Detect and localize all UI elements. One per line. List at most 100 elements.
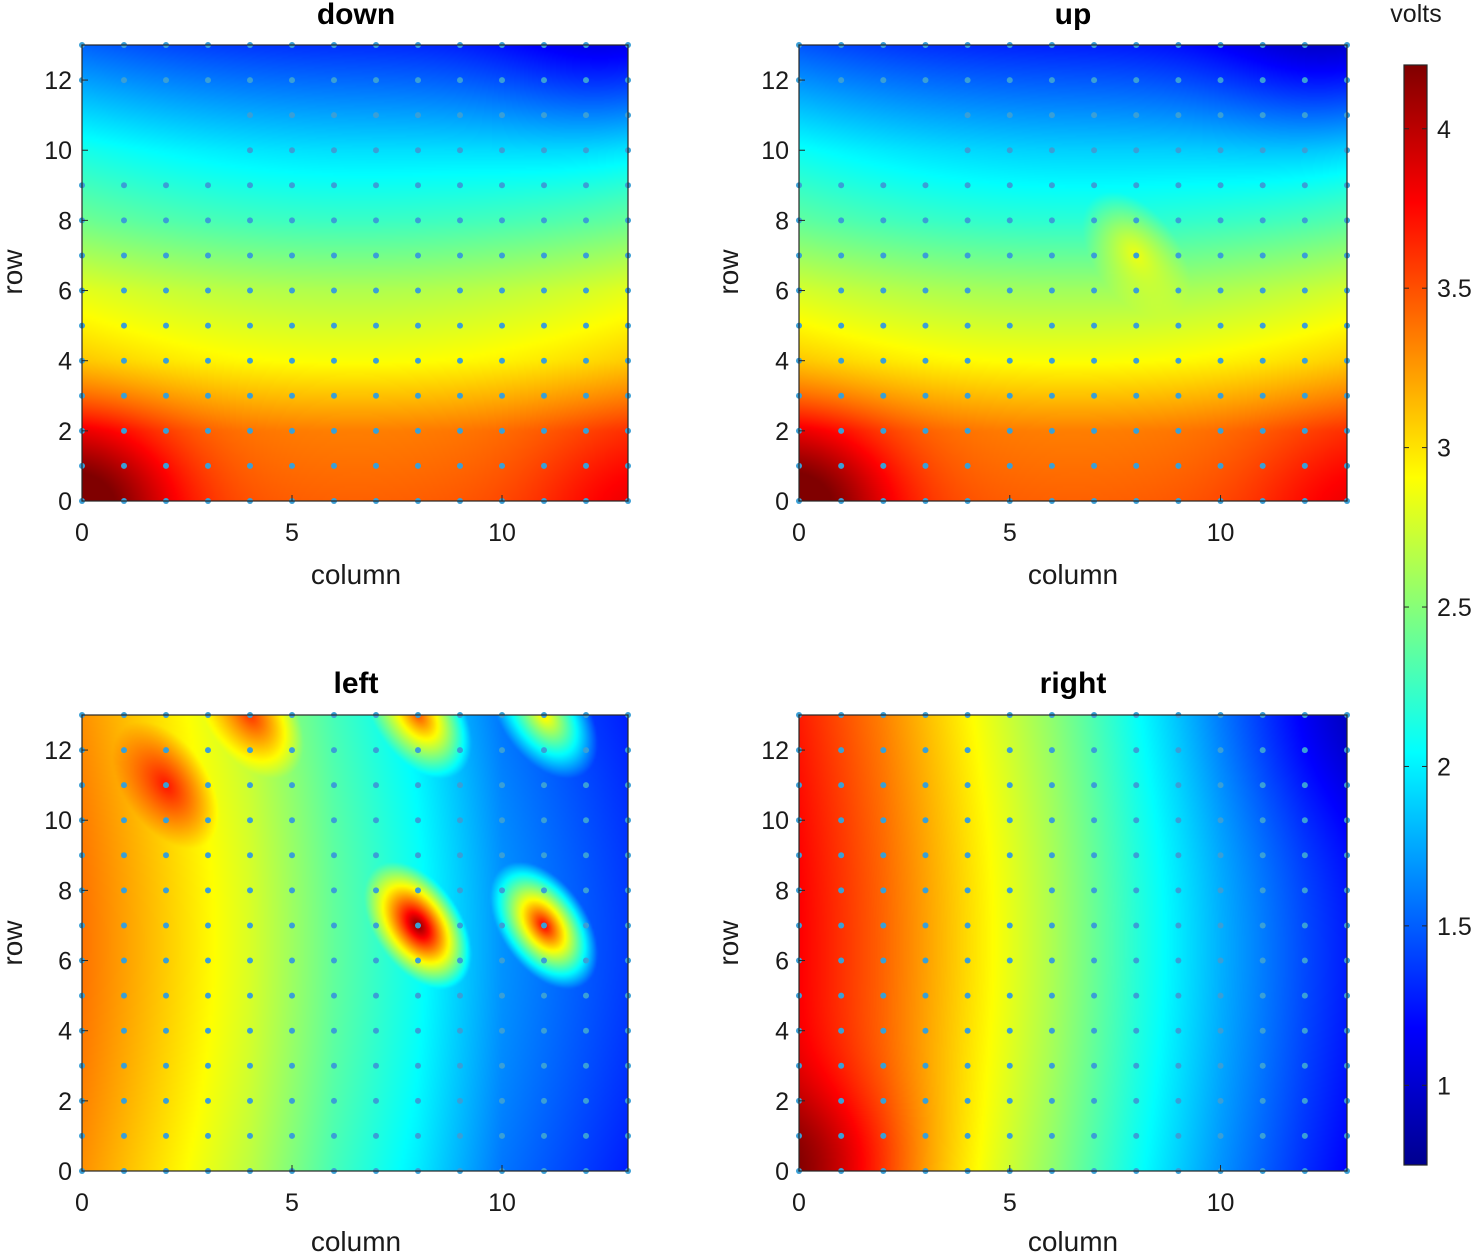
y-tick-label: 2 (775, 418, 789, 446)
grid-point (1217, 182, 1224, 189)
grid-point (121, 392, 127, 399)
panel-title: up (1055, 0, 1092, 31)
grid-point (205, 887, 211, 894)
grid-point (373, 147, 379, 154)
grid-point (247, 252, 253, 259)
grid-point (1175, 1097, 1182, 1104)
grid-point (331, 182, 337, 189)
grid-point (1006, 747, 1013, 754)
grid-point (415, 77, 421, 84)
grid-point (205, 852, 211, 859)
grid-point (205, 252, 211, 259)
grid-point (1217, 1062, 1224, 1069)
y-tick-label: 12 (761, 737, 789, 765)
grid-point (1091, 887, 1098, 894)
grid-point (964, 462, 971, 469)
grid-point (1259, 217, 1266, 224)
grid-point (247, 357, 253, 364)
grid-point (1048, 1062, 1055, 1069)
grid-point (331, 287, 337, 294)
grid-point (1091, 957, 1098, 964)
grid-point (1175, 1062, 1182, 1069)
grid-point (499, 957, 505, 964)
grid-point (583, 217, 589, 224)
grid-point (373, 817, 379, 824)
grid-point (331, 782, 337, 789)
grid-point (1175, 427, 1182, 434)
grid-point (1006, 427, 1013, 434)
grid-point (1175, 252, 1182, 259)
grid-point (1091, 782, 1098, 789)
y-tick-label: 10 (44, 807, 72, 835)
grid-point (1048, 147, 1055, 154)
grid-point (457, 357, 463, 364)
grid-point (1175, 357, 1182, 364)
grid-point (1091, 322, 1098, 329)
grid-point (1133, 1097, 1140, 1104)
grid-point (1091, 852, 1098, 859)
grid-point (1301, 1027, 1308, 1034)
grid-point (1175, 992, 1182, 999)
heatmap-surface (82, 715, 628, 1171)
grid-point (1048, 462, 1055, 469)
grid-point (373, 77, 379, 84)
grid-point (1091, 77, 1098, 84)
grid-point (247, 992, 253, 999)
grid-point (331, 817, 337, 824)
y-tick-label: 0 (775, 1158, 789, 1186)
grid-point (838, 747, 845, 754)
grid-point (838, 1027, 845, 1034)
grid-point (331, 1097, 337, 1104)
grid-point (1301, 392, 1308, 399)
y-tick-label: 10 (761, 807, 789, 835)
grid-point (880, 322, 887, 329)
grid-point (922, 462, 929, 469)
grid-point (499, 887, 505, 894)
grid-point (1301, 287, 1308, 294)
grid-point (964, 427, 971, 434)
grid-point (457, 817, 463, 824)
grid-point (121, 252, 127, 259)
grid-point (373, 1062, 379, 1069)
grid-point (205, 462, 211, 469)
colorbar-tick-label: 3.5 (1437, 275, 1472, 303)
grid-point (499, 1132, 505, 1139)
grid-point (289, 817, 295, 824)
grid-point (415, 427, 421, 434)
grid-point (1217, 427, 1224, 434)
grid-point (1217, 357, 1224, 364)
grid-point (163, 182, 169, 189)
grid-point (1175, 392, 1182, 399)
grid-point (964, 147, 971, 154)
y-tick-label: 6 (58, 948, 72, 976)
grid-point (163, 957, 169, 964)
grid-point (289, 182, 295, 189)
grid-point (541, 147, 547, 154)
grid-point (880, 782, 887, 789)
grid-point (415, 287, 421, 294)
grid-point (1175, 462, 1182, 469)
grid-point (838, 392, 845, 399)
grid-point (331, 322, 337, 329)
grid-point (1175, 147, 1182, 154)
grid-point (838, 817, 845, 824)
grid-point (922, 392, 929, 399)
grid-point (121, 992, 127, 999)
grid-point (1217, 392, 1224, 399)
grid-point (415, 112, 421, 119)
grid-point (1006, 392, 1013, 399)
grid-point (838, 287, 845, 294)
grid-point (1091, 1097, 1098, 1104)
grid-point (457, 747, 463, 754)
grid-point (289, 852, 295, 859)
grid-point (205, 992, 211, 999)
grid-point (205, 1132, 211, 1139)
grid-point (205, 427, 211, 434)
grid-point (121, 747, 127, 754)
grid-point (331, 217, 337, 224)
grid-point (331, 887, 337, 894)
x-axis-label: column (1028, 1226, 1118, 1256)
grid-point (1259, 747, 1266, 754)
grid-point (1048, 817, 1055, 824)
grid-point (121, 1062, 127, 1069)
